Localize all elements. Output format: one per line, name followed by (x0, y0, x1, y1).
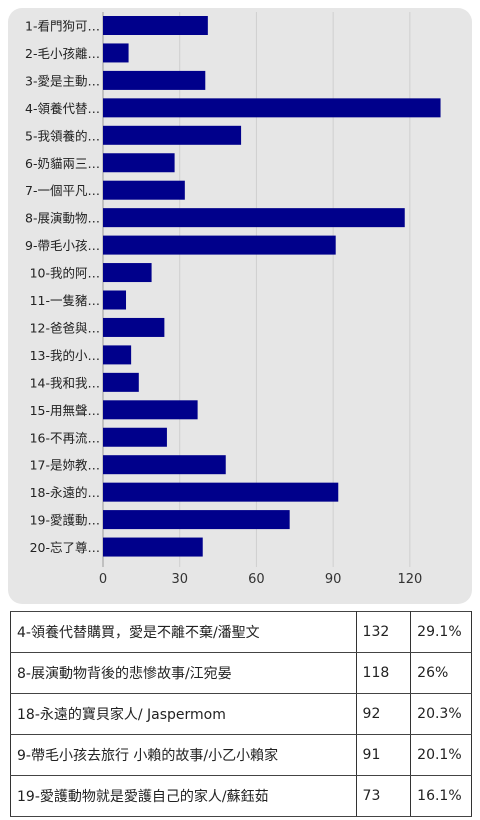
category-label: 9-帶毛小孩… (25, 238, 100, 253)
bar (103, 400, 198, 420)
category-label: 10-我的阿… (30, 266, 100, 281)
bar (103, 125, 242, 145)
bar (103, 372, 139, 392)
category-label: 18-永遠的… (30, 485, 100, 500)
category-label: 13-我的小… (30, 348, 100, 363)
x-tick-label: 30 (171, 572, 188, 587)
bar (103, 482, 339, 502)
row-title: 18-永遠的寶貝家人/ Jaspermom (10, 693, 357, 735)
row-title: 4-領養代替購買，愛是不離不棄/潘聖文 (10, 611, 357, 653)
bar (103, 235, 336, 255)
results-table: 4-領養代替購買，愛是不離不棄/潘聖文 132 29.1% 8-展演動物背後的悲慘故事… (10, 611, 472, 817)
row-percent: 29.1% (410, 611, 472, 653)
category-label: 4-領養代替… (25, 101, 100, 116)
bar (103, 16, 208, 35)
category-label: 5-我領養的… (25, 128, 100, 143)
row-percent: 20.3% (410, 693, 472, 735)
bar (103, 263, 152, 283)
category-label: 20-忘了尊… (30, 540, 100, 555)
table-row: 9-帶毛小孩去旅行 小賴的故事/小乙小賴家 91 20.1% (10, 734, 472, 776)
row-percent: 20.1% (410, 734, 472, 776)
category-label: 19-愛護動… (30, 513, 100, 528)
results-table-container: 4-領養代替購買，愛是不離不棄/潘聖文 132 29.1% 8-展演動物背後的悲慘故事… (10, 611, 472, 817)
bar (103, 180, 185, 200)
bar (103, 208, 405, 228)
bar-chart: 0 30 60 90 120 1-看門狗可… 2-毛小孩離… 3-愛是主動… 4-領養代替… 5-… (25, 12, 441, 587)
bar (103, 153, 175, 173)
bar (103, 43, 129, 63)
bar (103, 537, 203, 557)
row-title: 8-展演動物背後的悲慘故事/江宛晏 (10, 652, 357, 694)
category-label: 14-我和我… (30, 375, 100, 390)
category-label: 8-展演動物… (25, 211, 100, 226)
category-label: 3-愛是主動… (25, 73, 100, 88)
table-row: 8-展演動物背後的悲慘故事/江宛晏 118 26% (10, 652, 472, 694)
bar (103, 455, 226, 475)
row-percent: 26% (410, 652, 472, 694)
bar (103, 98, 441, 118)
table-row: 19-愛護動物就是愛護自己的家人/蘇鈺茹 73 16.1% (10, 775, 472, 817)
row-title: 9-帶毛小孩去旅行 小賴的故事/小乙小賴家 (10, 734, 357, 776)
bar (103, 317, 165, 337)
category-label: 12-爸爸與… (30, 320, 100, 335)
row-percent: 16.1% (410, 775, 472, 817)
bar (103, 510, 290, 530)
row-count: 73 (355, 775, 412, 817)
table-row: 18-永遠的寶貝家人/ Jaspermom 92 20.3% (10, 693, 472, 735)
x-tick-label: 60 (248, 572, 265, 587)
category-label: 7-一個平凡… (25, 183, 100, 198)
row-count: 132 (355, 611, 412, 653)
chart-panel: 0 30 60 90 120 1-看門狗可… 2-毛小孩離… 3-愛是主動… 4-領養代替… 5-… (8, 8, 472, 604)
table-row: 4-領養代替購買，愛是不離不棄/潘聖文 132 29.1% (10, 611, 472, 653)
category-label: 6-奶貓兩三… (25, 156, 100, 171)
bar (103, 70, 206, 90)
x-tick-label: 120 (397, 572, 422, 587)
row-count: 91 (355, 734, 412, 776)
row-count: 92 (355, 693, 412, 735)
category-label: 11-一隻豬… (30, 293, 100, 308)
x-tick-label: 90 (325, 572, 342, 587)
row-count: 118 (355, 652, 412, 694)
category-label: 2-毛小孩離… (25, 46, 100, 61)
bar (103, 290, 127, 310)
category-label: 15-用無聲… (30, 403, 100, 418)
category-label: 17-是妳教… (30, 458, 100, 473)
x-tick-label: 0 (99, 572, 107, 587)
row-title: 19-愛護動物就是愛護自己的家人/蘇鈺茹 (10, 775, 357, 817)
bar (103, 427, 167, 447)
bar (103, 345, 132, 365)
category-label: 1-看門狗可… (25, 19, 100, 34)
category-label: 16-不再流… (30, 430, 100, 445)
